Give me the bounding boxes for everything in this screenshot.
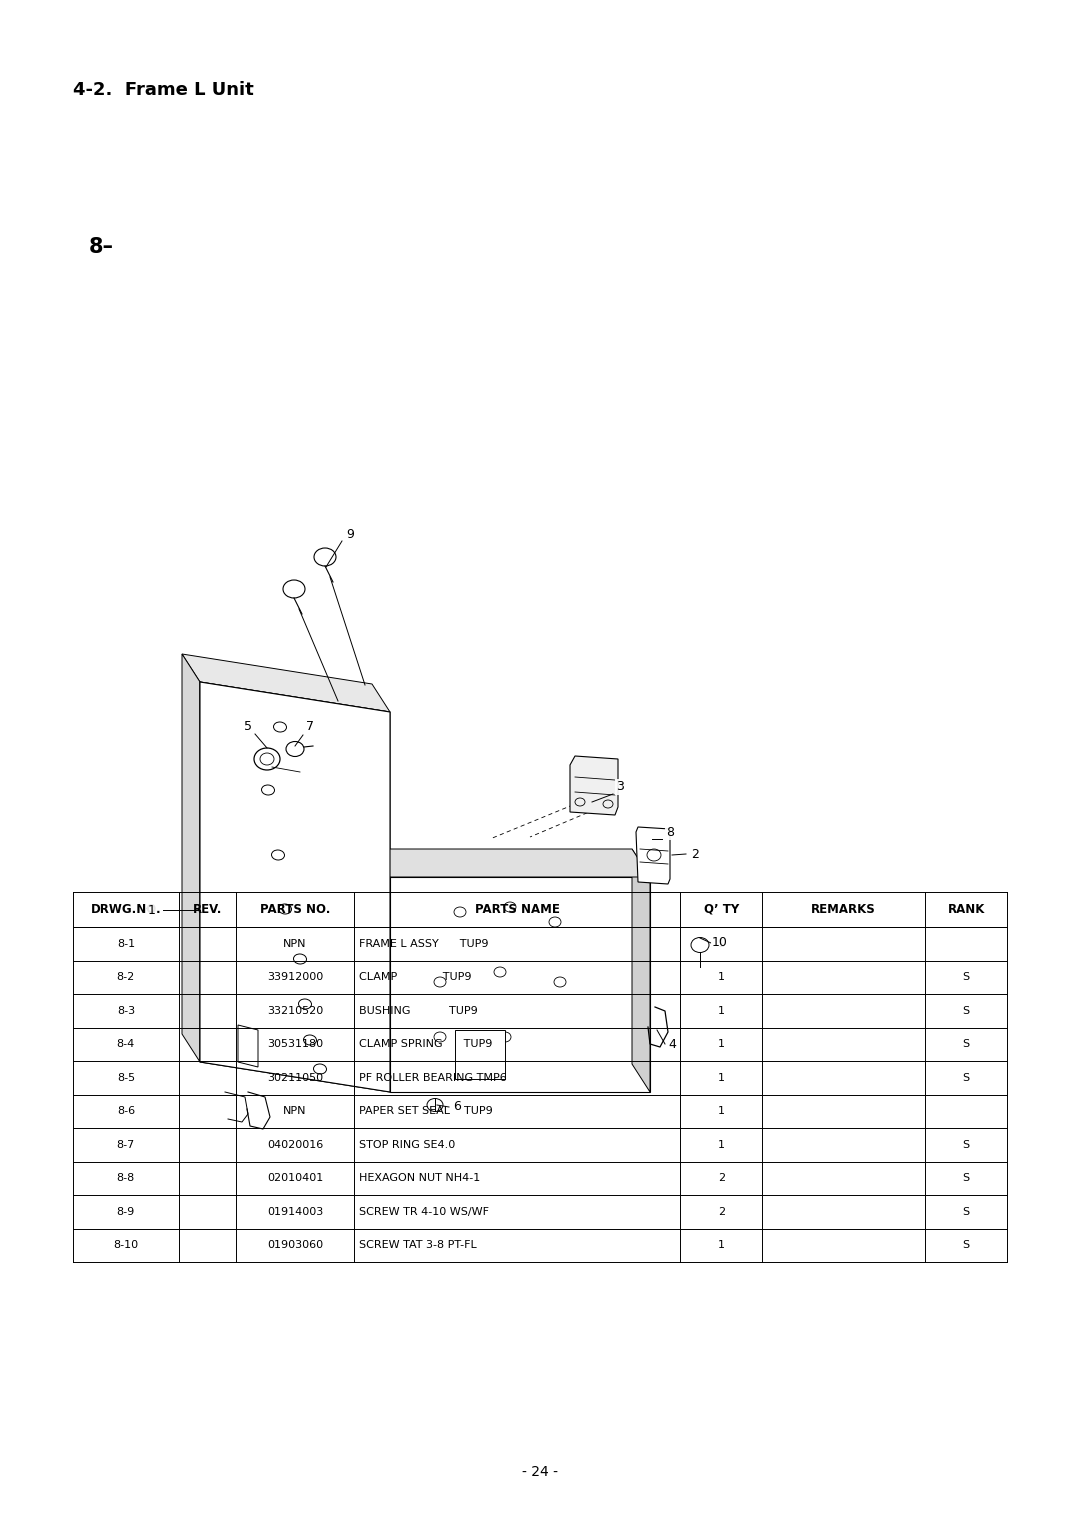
- Text: 1: 1: [718, 1073, 725, 1083]
- Text: 33210520: 33210520: [267, 1006, 323, 1015]
- Text: 1: 1: [718, 1006, 725, 1015]
- Polygon shape: [455, 1031, 505, 1080]
- Text: S: S: [962, 973, 970, 982]
- Text: 8-10: 8-10: [113, 1240, 138, 1251]
- Text: 01914003: 01914003: [267, 1206, 323, 1217]
- Text: 10: 10: [712, 936, 728, 950]
- Text: 8-4: 8-4: [117, 1040, 135, 1049]
- Polygon shape: [636, 828, 670, 884]
- Polygon shape: [200, 683, 390, 1092]
- Polygon shape: [200, 683, 390, 1092]
- Text: 1: 1: [718, 1240, 725, 1251]
- Text: 8-8: 8-8: [117, 1173, 135, 1183]
- Text: S: S: [962, 1240, 970, 1251]
- Text: SCREW TR 4-10 WS/WF: SCREW TR 4-10 WS/WF: [359, 1206, 489, 1217]
- Polygon shape: [632, 849, 650, 1092]
- Text: 5: 5: [244, 721, 252, 733]
- Polygon shape: [238, 1025, 258, 1067]
- Text: FRAME L ASSY      TUP9: FRAME L ASSY TUP9: [359, 939, 488, 948]
- Text: PARTS NO.: PARTS NO.: [260, 902, 330, 916]
- Text: 8-3: 8-3: [117, 1006, 135, 1015]
- Text: 1: 1: [718, 1139, 725, 1150]
- Text: 1: 1: [718, 973, 725, 982]
- Text: SCREW TAT 3-8 PT-FL: SCREW TAT 3-8 PT-FL: [359, 1240, 476, 1251]
- Text: S: S: [962, 1139, 970, 1150]
- Text: 8-6: 8-6: [117, 1106, 135, 1116]
- Text: 9: 9: [346, 527, 354, 541]
- Text: 1: 1: [148, 904, 156, 916]
- Text: 1: 1: [718, 1106, 725, 1116]
- Text: S: S: [962, 1073, 970, 1083]
- Text: 30531180: 30531180: [267, 1040, 323, 1049]
- Polygon shape: [570, 756, 618, 815]
- Text: REMARKS: REMARKS: [811, 902, 876, 916]
- Text: CLAMP             TUP9: CLAMP TUP9: [359, 973, 472, 982]
- Text: 8-2: 8-2: [117, 973, 135, 982]
- Text: NPN: NPN: [283, 1106, 307, 1116]
- Text: PAPER SET SEAL    TUP9: PAPER SET SEAL TUP9: [359, 1106, 492, 1116]
- Text: 4-2.  Frame L Unit: 4-2. Frame L Unit: [73, 81, 254, 99]
- Polygon shape: [372, 849, 650, 876]
- Text: - 24 -: - 24 -: [522, 1464, 558, 1480]
- Text: PARTS NAME: PARTS NAME: [475, 902, 559, 916]
- Text: CLAMP SPRING      TUP9: CLAMP SPRING TUP9: [359, 1040, 492, 1049]
- Text: 2: 2: [718, 1173, 725, 1183]
- Text: RANK: RANK: [947, 902, 985, 916]
- Text: 2: 2: [718, 1206, 725, 1217]
- Text: Q’ TY: Q’ TY: [704, 902, 739, 916]
- Text: 02010401: 02010401: [267, 1173, 323, 1183]
- Text: 33912000: 33912000: [267, 973, 323, 982]
- Text: 7: 7: [306, 721, 314, 733]
- Polygon shape: [183, 654, 390, 712]
- Text: DRWG.NO.: DRWG.NO.: [91, 902, 161, 916]
- Text: 4: 4: [669, 1037, 676, 1051]
- Text: NPN: NPN: [283, 939, 307, 948]
- Text: 8–: 8–: [89, 237, 113, 258]
- Text: 1: 1: [718, 1040, 725, 1049]
- Text: 3: 3: [616, 780, 624, 794]
- Text: 8-5: 8-5: [117, 1073, 135, 1083]
- Text: 8-1: 8-1: [117, 939, 135, 948]
- Text: 04020016: 04020016: [267, 1139, 323, 1150]
- Text: HEXAGON NUT NH4-1: HEXAGON NUT NH4-1: [359, 1173, 481, 1183]
- Text: 2: 2: [691, 847, 699, 861]
- Text: PF ROLLER BEARING TMP6: PF ROLLER BEARING TMP6: [359, 1073, 507, 1083]
- Text: 8-9: 8-9: [117, 1206, 135, 1217]
- Text: STOP RING SE4.0: STOP RING SE4.0: [359, 1139, 455, 1150]
- Polygon shape: [183, 654, 200, 1061]
- Text: 30211050: 30211050: [267, 1073, 323, 1083]
- Text: S: S: [962, 1173, 970, 1183]
- Text: 6: 6: [454, 1101, 461, 1113]
- Polygon shape: [390, 876, 650, 1092]
- Text: 1: 1: [718, 939, 725, 948]
- Text: S: S: [962, 1040, 970, 1049]
- Text: S: S: [962, 1006, 970, 1015]
- Text: BUSHING           TUP9: BUSHING TUP9: [359, 1006, 477, 1015]
- Text: REV.: REV.: [192, 902, 222, 916]
- Text: S: S: [962, 1206, 970, 1217]
- Text: 01903060: 01903060: [267, 1240, 323, 1251]
- Text: 8: 8: [666, 826, 674, 838]
- Text: 8-7: 8-7: [117, 1139, 135, 1150]
